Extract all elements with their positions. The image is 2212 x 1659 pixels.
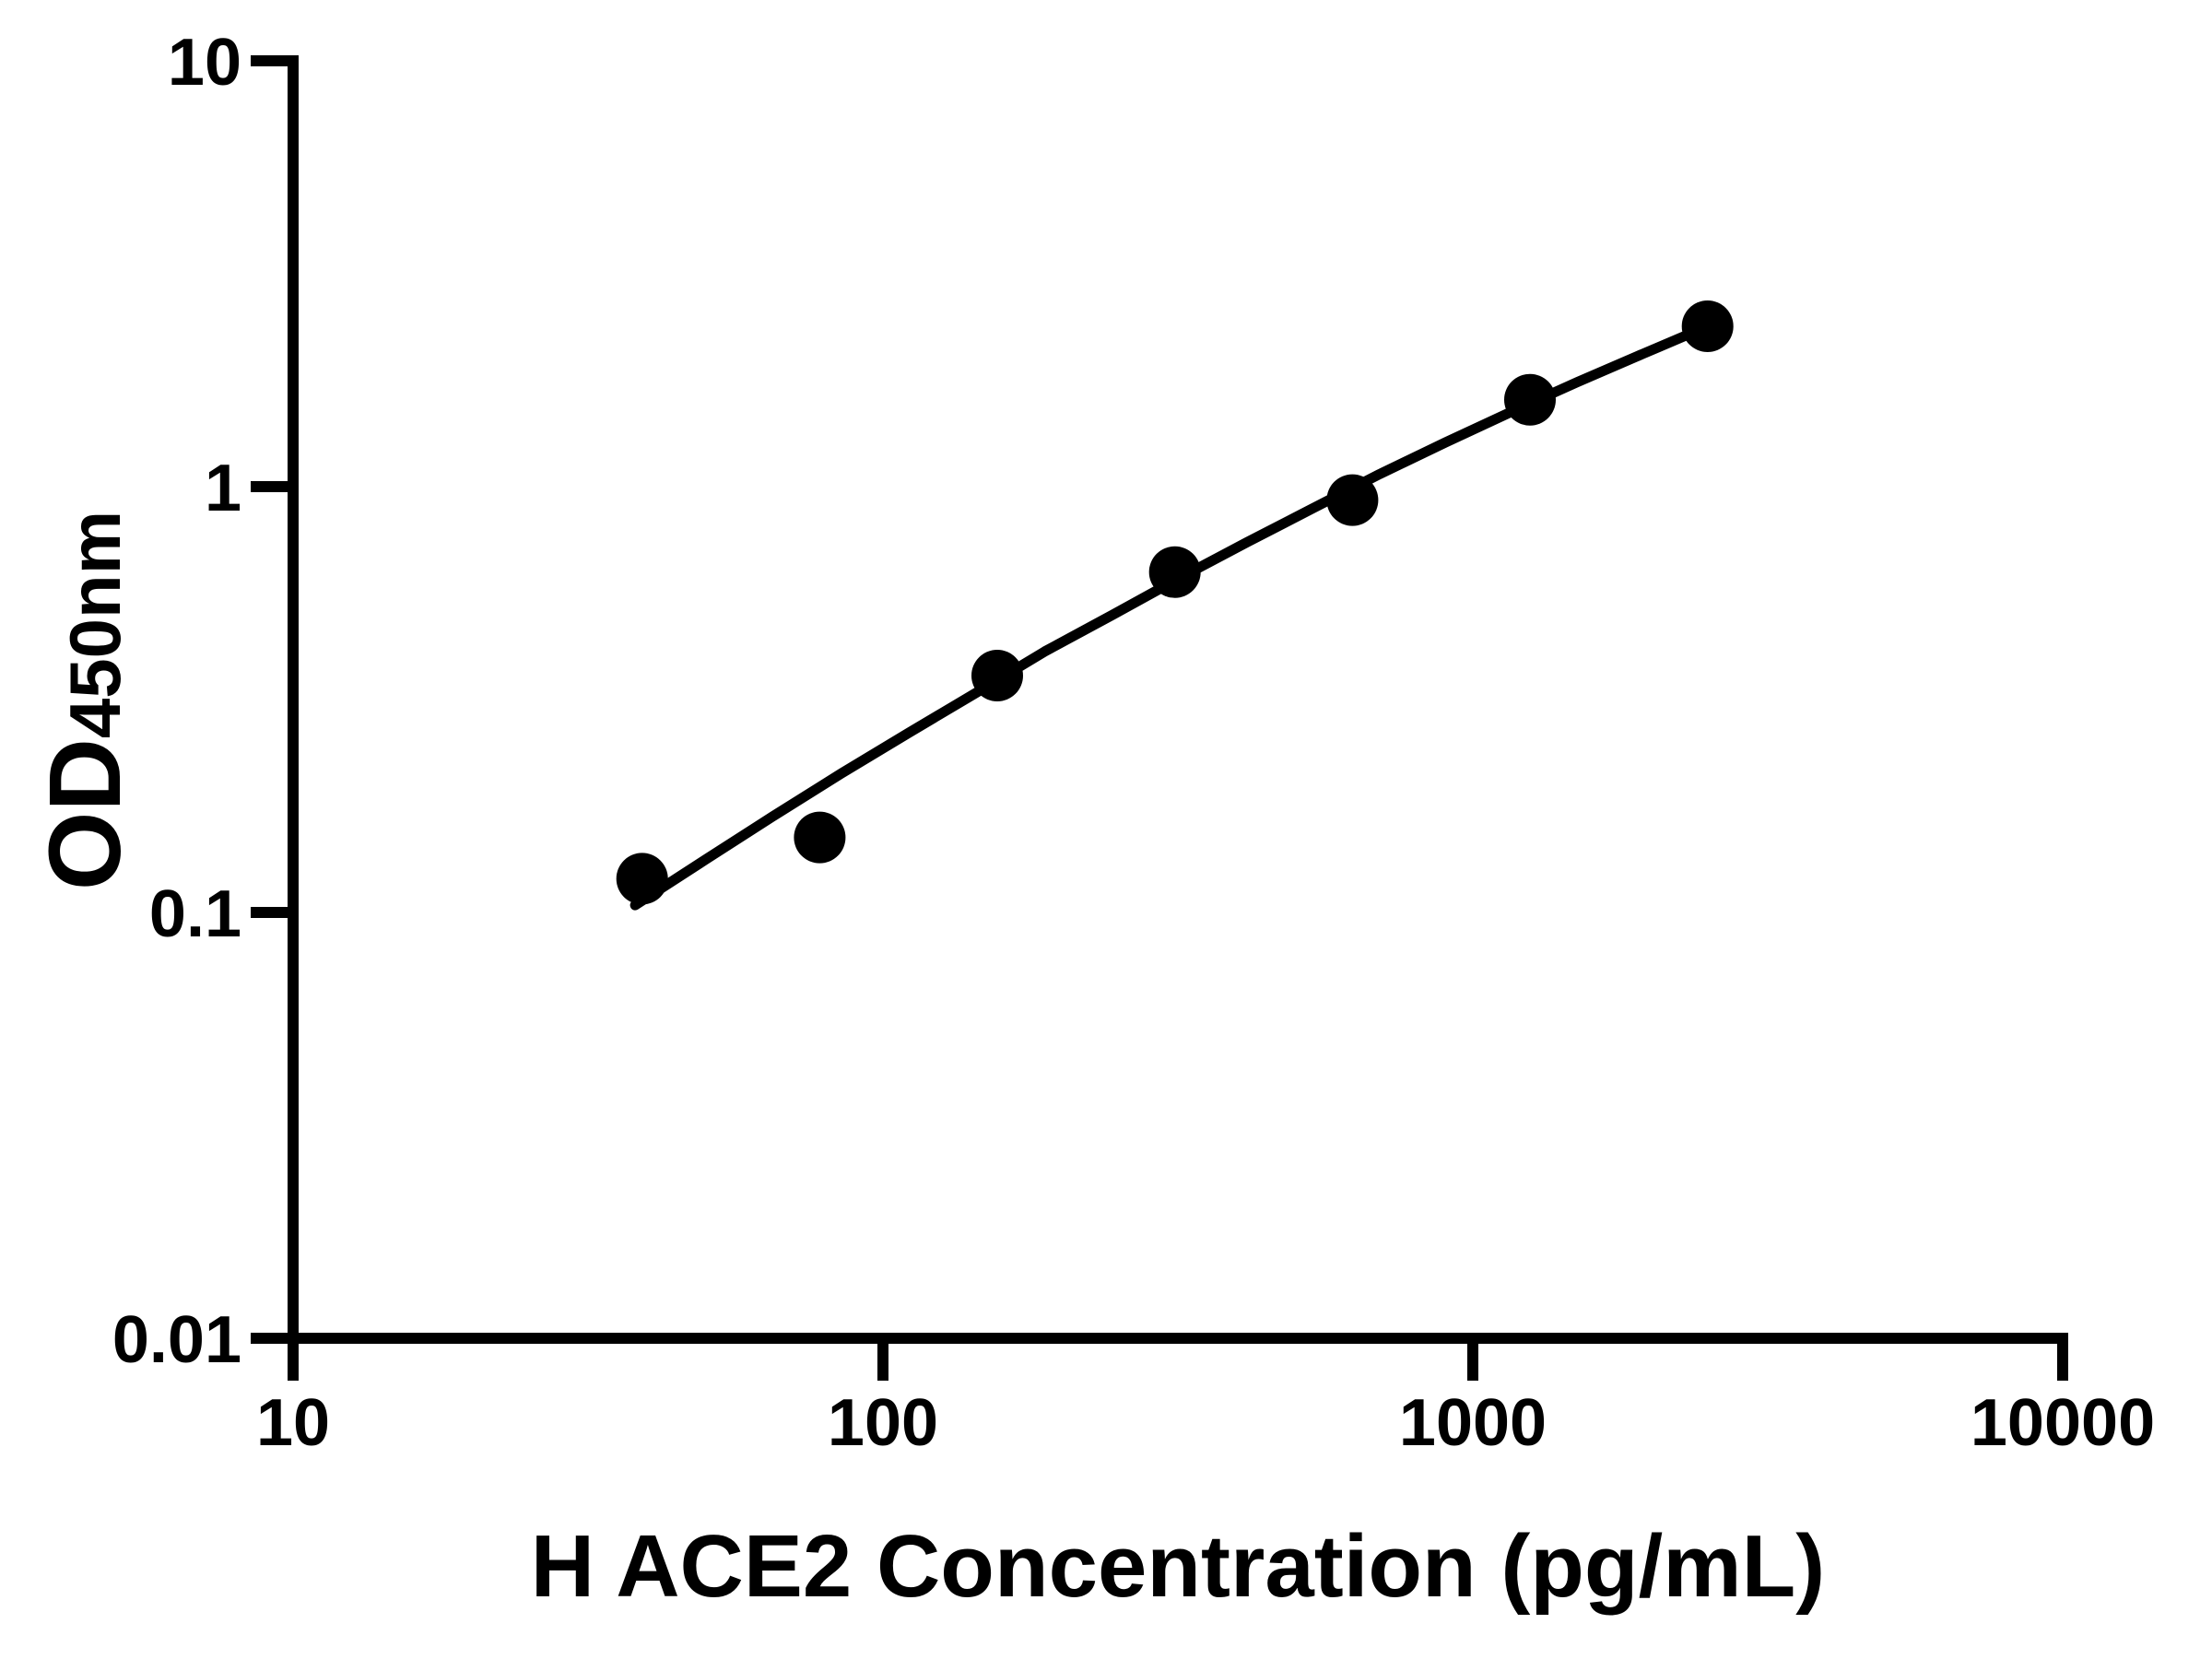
data-point — [971, 650, 1023, 701]
data-point — [616, 853, 668, 905]
y-axis-title: OD450nm — [29, 511, 142, 890]
axes — [288, 55, 2068, 1381]
series-layer — [616, 300, 1734, 911]
data-point — [1148, 546, 1201, 598]
x-tick-label: 10000 — [1971, 1386, 2155, 1460]
data-point — [794, 811, 846, 864]
data-point — [1504, 373, 1556, 426]
ticks-layer — [251, 55, 2068, 1381]
y-tick-label: 0.01 — [112, 1303, 241, 1377]
y-tick-label: 0.1 — [149, 877, 241, 951]
x-axis-title: H ACE2 Concentration (pg/mL) — [531, 1517, 1825, 1616]
tick-labels-layer: 10 100 1000 10000 10 1 0.1 0.01 — [112, 26, 2155, 1460]
y-tick-label: 1 — [205, 452, 241, 525]
x-tick-label: 1000 — [1399, 1386, 1547, 1460]
data-point — [1326, 474, 1379, 526]
x-tick-label: 10 — [256, 1386, 330, 1460]
y-axis-title-subscript: 450nm — [54, 511, 135, 738]
data-point — [1681, 300, 1734, 352]
y-tick-label: 10 — [168, 26, 241, 100]
x-tick-label: 100 — [828, 1386, 938, 1460]
y-axis-title-main: OD — [29, 738, 142, 890]
